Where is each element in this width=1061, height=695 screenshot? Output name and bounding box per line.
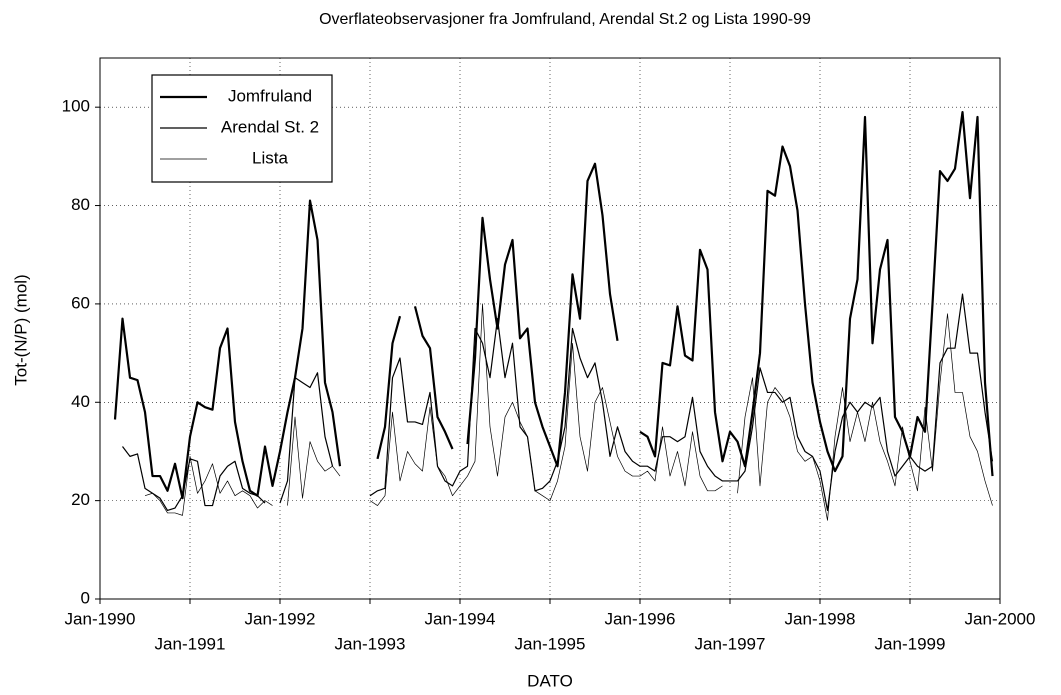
y-axis-label: Tot-(N/P) (mol) bbox=[11, 274, 30, 385]
x-tick-label: Jan-1990 bbox=[65, 609, 136, 628]
x-tick-label: Jan-1997 bbox=[695, 634, 766, 653]
series-line bbox=[113, 111, 994, 500]
legend-label: Jomfruland bbox=[228, 86, 312, 105]
y-tick-label: 40 bbox=[71, 392, 90, 411]
x-tick-label: Jan-1993 bbox=[335, 634, 406, 653]
x-tick-label: Jan-2000 bbox=[965, 609, 1036, 628]
series-line bbox=[122, 293, 994, 512]
series-line bbox=[144, 303, 993, 521]
x-tick-label: Jan-1994 bbox=[425, 609, 496, 628]
x-axis-label: DATO bbox=[527, 671, 573, 690]
x-tick-label: Jan-1995 bbox=[515, 634, 586, 653]
y-tick-label: 0 bbox=[81, 588, 90, 607]
plot-frame bbox=[99, 57, 1001, 600]
chart-title: Overflateobservasjoner fra Jomfruland, A… bbox=[319, 11, 811, 28]
y-tick-label: 100 bbox=[62, 97, 90, 116]
x-tick-label: Jan-1996 bbox=[605, 609, 676, 628]
x-tick-label: Jan-1991 bbox=[155, 634, 226, 653]
legend-label: Lista bbox=[252, 148, 288, 167]
legend-label: Arendal St. 2 bbox=[221, 117, 319, 136]
x-tick-label: Jan-1998 bbox=[785, 609, 856, 628]
y-tick-label: 20 bbox=[71, 490, 90, 509]
x-tick-label: Jan-1992 bbox=[245, 609, 316, 628]
y-tick-label: 60 bbox=[71, 293, 90, 312]
y-tick-label: 80 bbox=[71, 195, 90, 214]
x-tick-label: Jan-1999 bbox=[875, 634, 946, 653]
